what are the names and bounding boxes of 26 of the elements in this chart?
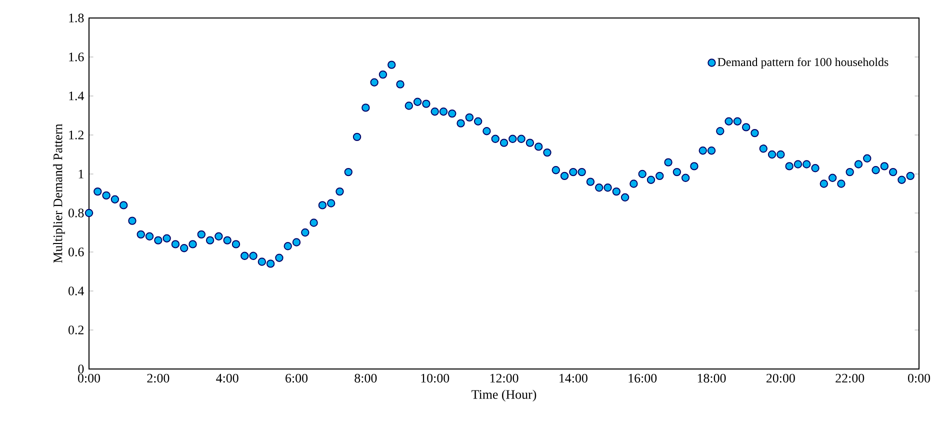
x-tick-label: 14:00 xyxy=(560,374,588,383)
x-tick-label: 4:00 xyxy=(216,374,238,383)
y-axis-title: Multiplier Demand Pattern xyxy=(53,124,65,263)
x-tick-label: 10:00 xyxy=(421,374,450,383)
x-tick-label: 0:00 xyxy=(908,374,930,383)
x-tick-label: 22:00 xyxy=(836,374,864,383)
y-tick-label: 0.4 xyxy=(68,286,84,296)
x-tick-label: 0:00 xyxy=(78,374,100,383)
y-tick-label: 0.6 xyxy=(68,248,84,256)
y-tick-label: 0 xyxy=(78,364,84,374)
x-tick-label: 2:00 xyxy=(147,374,170,383)
x-tick-label: 8:00 xyxy=(354,374,377,383)
y-tick-label: 1.2 xyxy=(69,130,84,140)
x-axis-title: Time (Hour) xyxy=(472,390,536,402)
y-tick-label: 1 xyxy=(78,170,84,178)
x-tick-label: 20:00 xyxy=(766,374,795,383)
x-tick-label: 12:00 xyxy=(490,374,518,383)
y-tick-label: 1.8 xyxy=(69,14,84,22)
y-tick-label: 1.6 xyxy=(69,52,84,62)
x-tick-label: 18:00 xyxy=(698,374,726,383)
y-tick-label: 0.8 xyxy=(68,208,84,218)
y-tick-label: 1.4 xyxy=(69,92,84,100)
x-tick-label: 6:00 xyxy=(286,374,308,383)
legend-label: Demand pattern for 100 households xyxy=(718,58,888,69)
y-tick-label: 0.2 xyxy=(68,326,84,334)
x-tick-label: 16:00 xyxy=(628,374,657,383)
